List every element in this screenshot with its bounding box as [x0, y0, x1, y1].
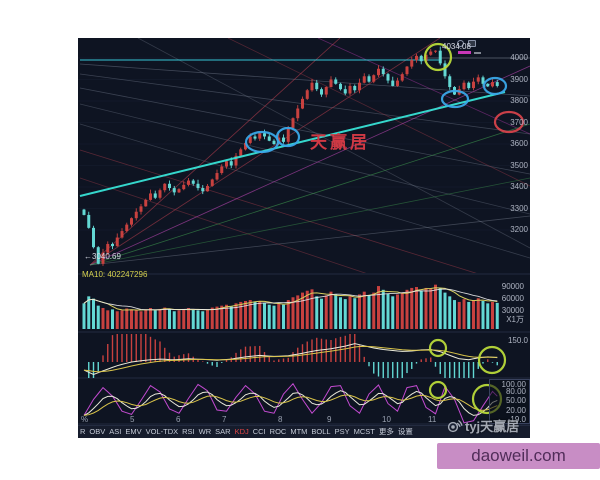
tab-CCI[interactable]: CCI — [252, 427, 266, 436]
tab-ROC[interactable]: ROC — [269, 427, 287, 436]
tab-更多[interactable]: 更多 — [378, 427, 394, 436]
weibo-watermark: tyj天赢居 — [447, 416, 519, 435]
macd-circle-large — [477, 345, 507, 375]
trendline-touch-circle — [440, 89, 470, 109]
camera-icon[interactable] — [457, 40, 464, 47]
kdj-circle-small — [428, 380, 448, 400]
tab-BOLL[interactable]: BOLL — [311, 427, 331, 436]
chart-canvas — [78, 38, 530, 425]
tab-R[interactable]: R — [80, 427, 86, 436]
tab-WR[interactable]: WR — [198, 427, 212, 436]
tab-MCST[interactable]: MCST — [353, 427, 375, 436]
panel-toggle-icon[interactable] — [468, 40, 476, 47]
tab-KDJ[interactable]: KDJ — [234, 427, 249, 436]
tab-EMV[interactable]: EMV — [125, 427, 142, 436]
tab-SAR[interactable]: SAR — [215, 427, 231, 436]
tab-RSI[interactable]: RSI — [182, 427, 195, 436]
right-edge-circle — [482, 76, 508, 96]
site-watermark-box: daoweil.com — [437, 443, 600, 469]
macd-circle-small — [428, 338, 448, 358]
level-3700-circle — [493, 110, 525, 134]
tab-VOL-TDX[interactable]: VOL-TDX — [145, 427, 179, 436]
weibo-eye-icon — [447, 419, 463, 432]
chart-toolbar — [457, 40, 476, 47]
tab-设置[interactable]: 设置 — [397, 427, 413, 436]
tab-MTM[interactable]: MTM — [290, 427, 308, 436]
peak-highlight-circle — [423, 42, 453, 72]
kdj-axis-box — [489, 379, 530, 424]
tab-ASI[interactable]: ASI — [109, 427, 122, 436]
breakout-circle-2 — [275, 126, 301, 148]
tab-PSY[interactable]: PSY — [334, 427, 350, 436]
weibo-watermark-text: tyj天赢居 — [465, 419, 520, 434]
site-watermark-text: daoweil.com — [471, 446, 566, 465]
chart-panel: 4034.08 ←3040.69 MA10: 402247296 天赢居 400… — [78, 38, 530, 438]
tab-OBV[interactable]: OBV — [89, 427, 106, 436]
indicator-tabbar: R OBV ASI EMV VOL-TDX RSI WR SAR KDJ CCI ROC MTM BOL… — [78, 425, 530, 438]
